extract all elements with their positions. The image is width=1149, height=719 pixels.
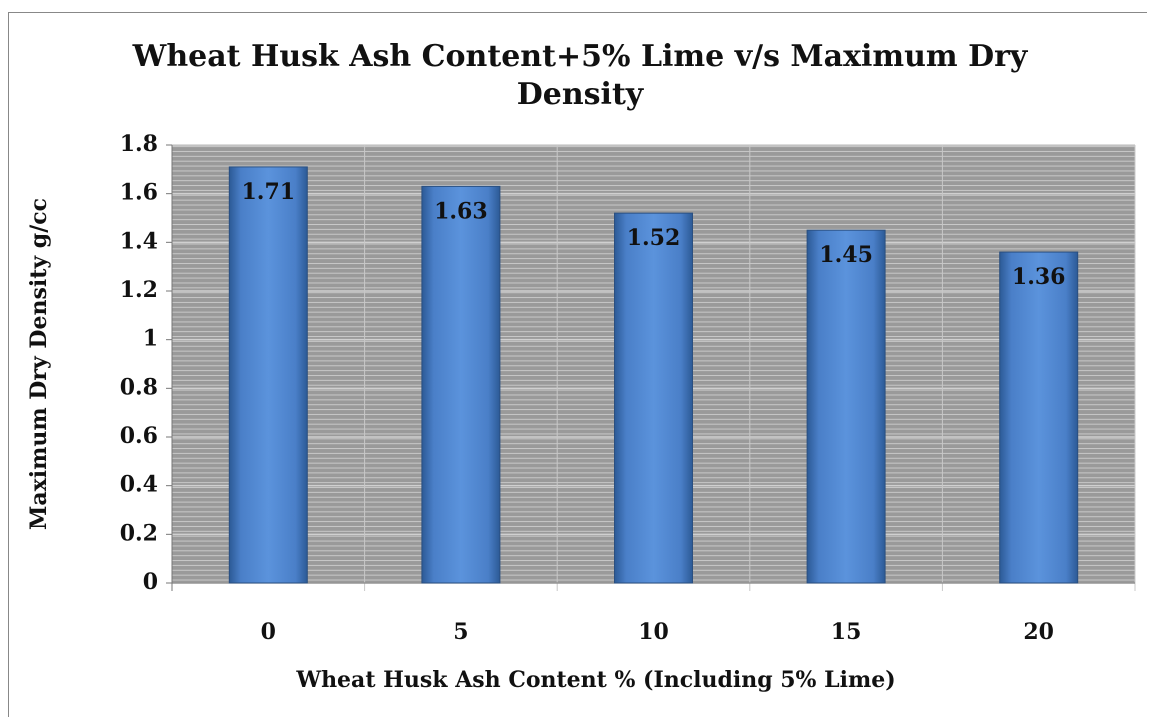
y-tick-label: 0.4 xyxy=(120,472,158,498)
y-tick-label: 1.6 xyxy=(120,180,158,206)
y-tick-label: 0.2 xyxy=(120,520,158,546)
x-tick-label: 15 xyxy=(831,619,862,645)
y-tick-label: 1 xyxy=(143,326,158,352)
x-tick-label: 0 xyxy=(261,619,276,645)
value-label: 1.63 xyxy=(434,198,488,224)
bar xyxy=(228,166,308,584)
value-label: 1.45 xyxy=(819,242,873,268)
bar xyxy=(806,229,886,584)
y-tick-label: 0 xyxy=(143,569,158,595)
value-label: 1.36 xyxy=(1012,264,1066,290)
y-tick-label: 1.8 xyxy=(120,131,158,157)
x-axis-label: Wheat Husk Ash Content % (Including 5% L… xyxy=(295,667,895,693)
x-tick-label: 20 xyxy=(1023,619,1054,645)
y-tick-label: 0.6 xyxy=(120,423,158,449)
y-tick-label: 1.4 xyxy=(120,228,158,254)
y-tick-label: 1.2 xyxy=(120,277,158,303)
x-tick-label: 10 xyxy=(638,619,669,645)
value-label: 1.52 xyxy=(627,225,681,251)
bar xyxy=(421,185,501,584)
bar xyxy=(614,212,693,584)
bar xyxy=(999,251,1079,584)
chart-frame xyxy=(8,12,1147,717)
chart-title: Wheat Husk Ash Content+5% Lime v/s Maxim… xyxy=(132,39,1028,112)
x-tick-label: 5 xyxy=(453,619,468,645)
value-label: 1.71 xyxy=(242,179,296,205)
y-axis-label: Maximum Dry Density g/cc xyxy=(26,198,52,530)
y-tick-label: 0.8 xyxy=(120,374,158,400)
